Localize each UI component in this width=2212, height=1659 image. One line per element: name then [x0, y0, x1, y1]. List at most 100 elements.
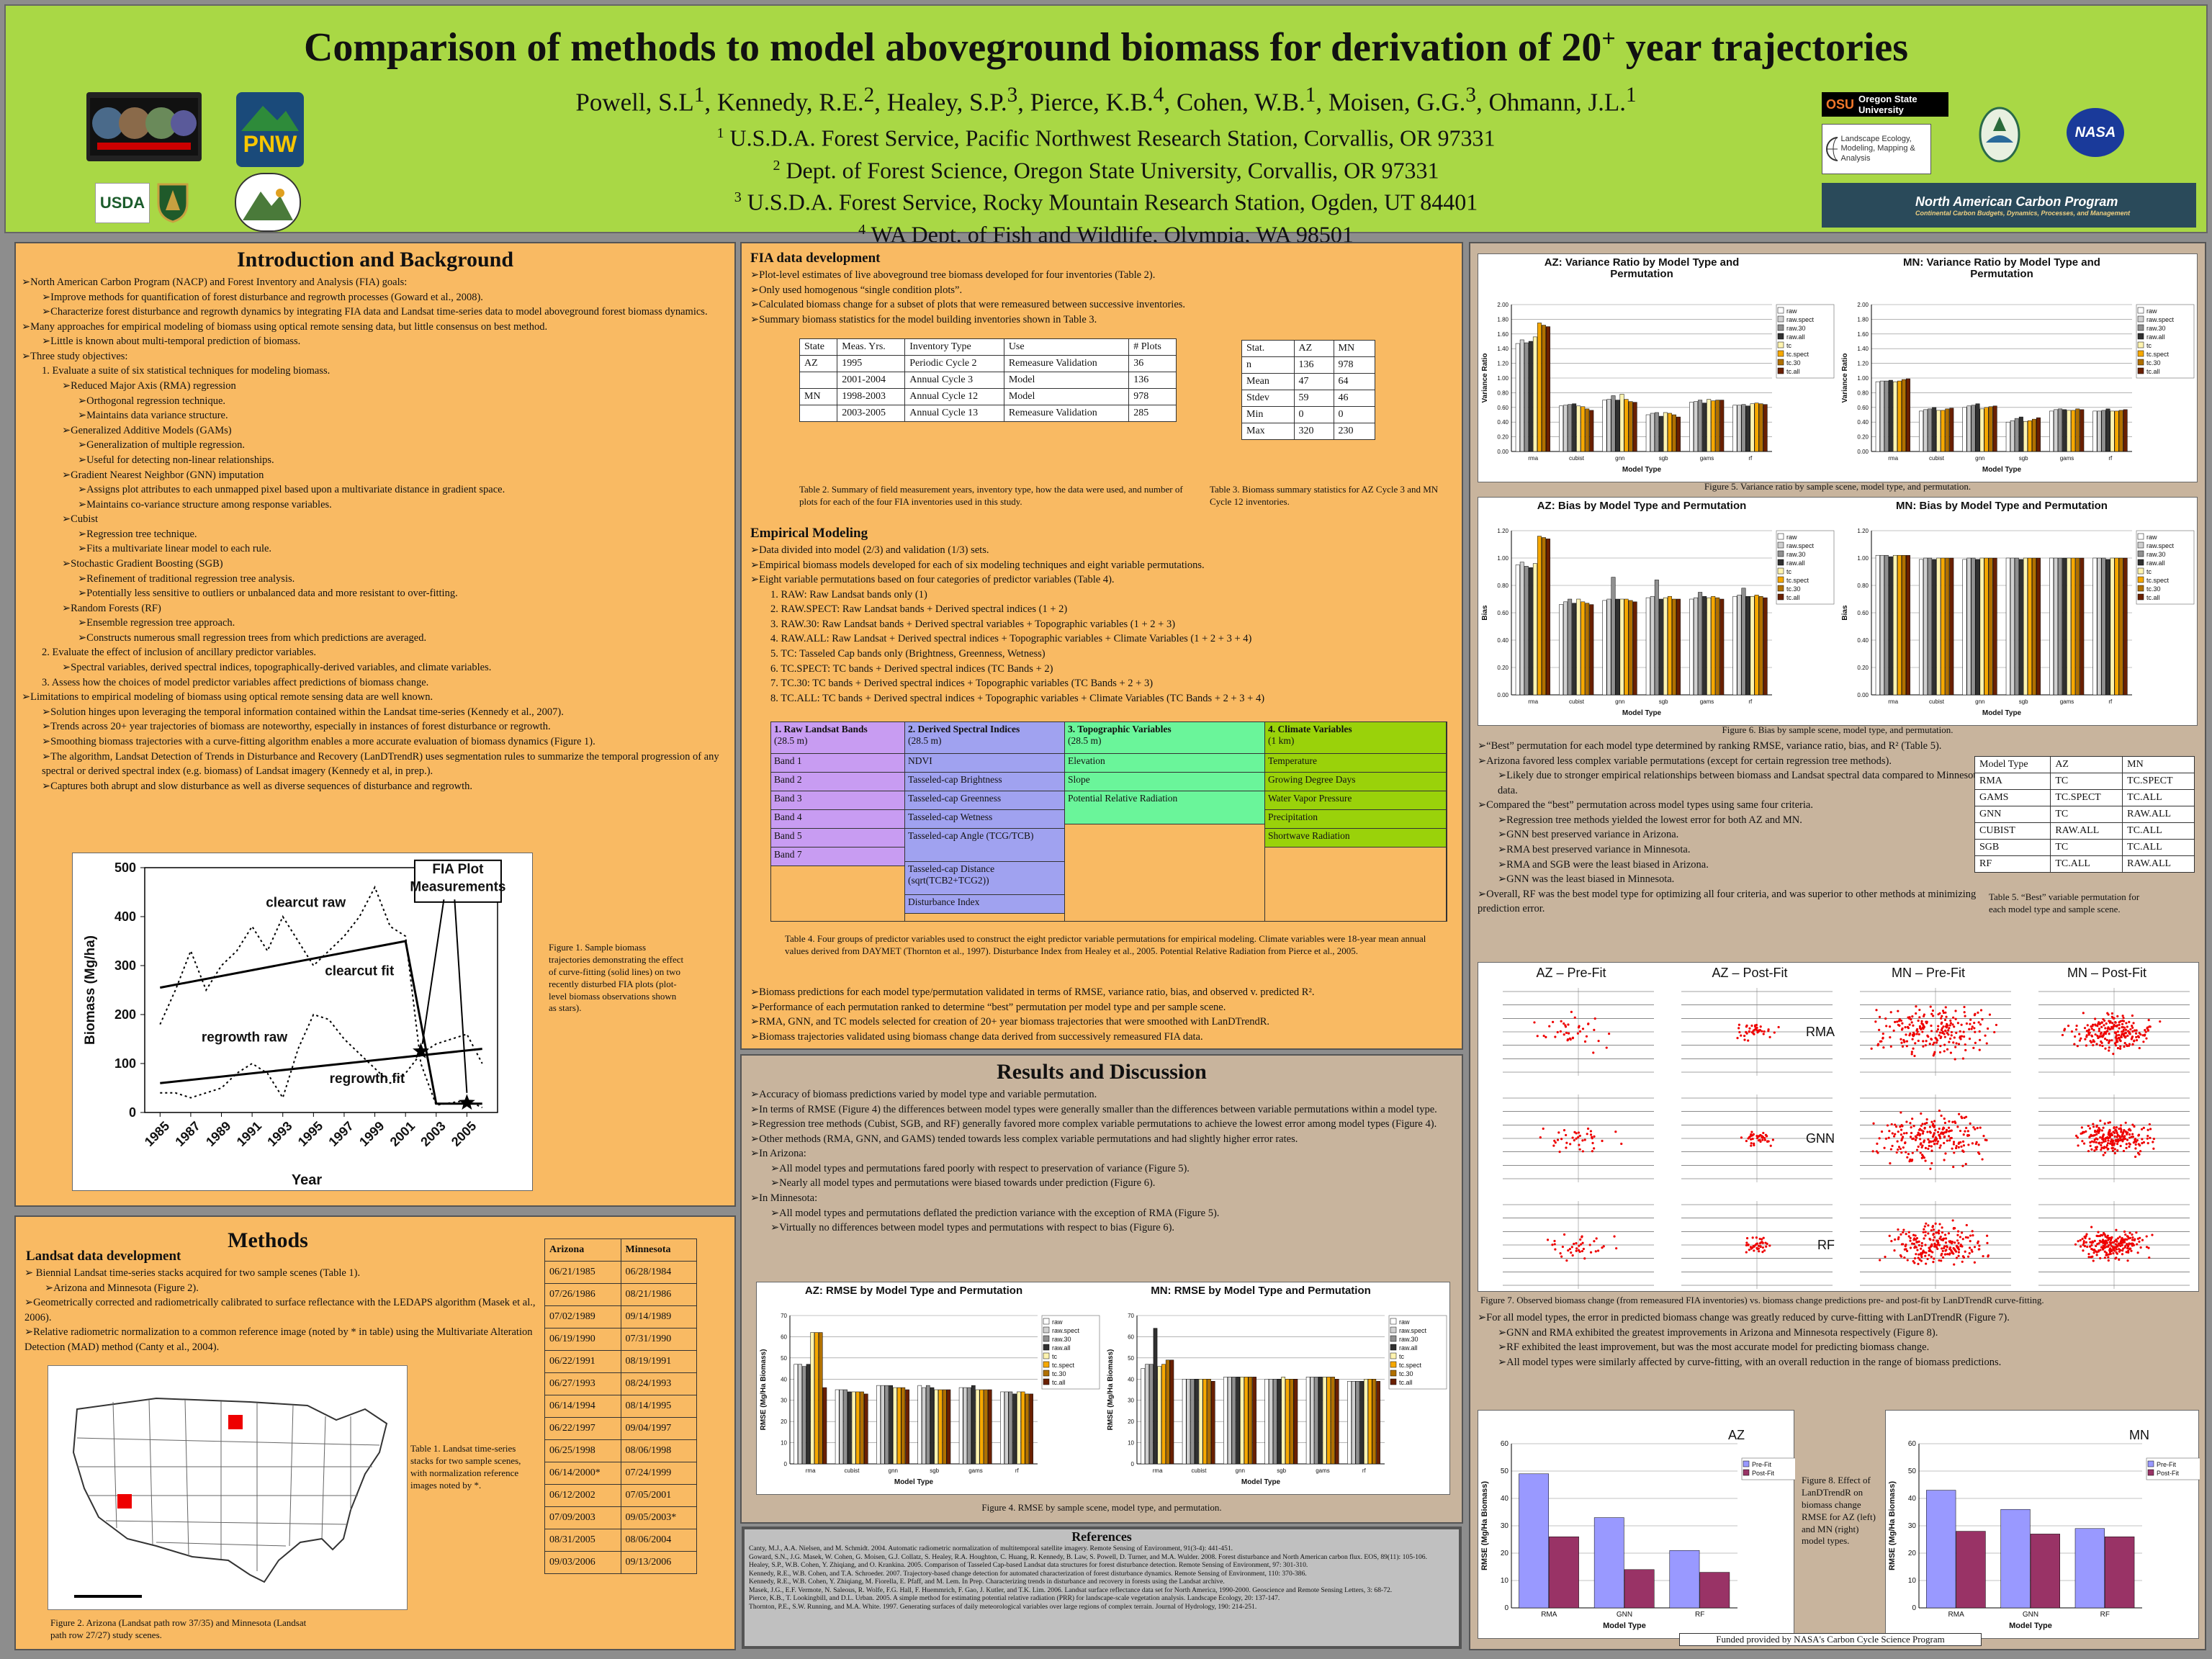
- bar: [1606, 399, 1611, 452]
- text-line: ➢Summary biomass statistics for the mode…: [750, 313, 1097, 325]
- y-axis-label: RMSE (Mg/Ha Biomass): [760, 1349, 768, 1431]
- scatter-point: [1941, 1238, 1944, 1241]
- scatter-point: [1936, 1142, 1938, 1145]
- scatter-point: [1553, 1139, 1556, 1142]
- scatter-point: [1963, 1035, 1966, 1038]
- text-line: ➢Improve methods for quantification of f…: [42, 291, 483, 303]
- scatter-point: [2126, 1025, 2128, 1028]
- scatter-point: [1957, 1146, 1960, 1148]
- intro-text: ➢North American Carbon Program (NACP) an…: [16, 272, 734, 793]
- table-4-cell: Precipitation: [1265, 810, 1446, 829]
- scatter-point: [2118, 1250, 2121, 1253]
- bar: [1593, 1517, 1624, 1609]
- scatter-point: [2090, 1226, 2093, 1228]
- text-line: ➢Many approaches for empirical modeling …: [22, 320, 548, 333]
- scatter-point: [2114, 1021, 2117, 1024]
- text-line: ➢In terms of RMSE (Figure 4) the differe…: [750, 1103, 1437, 1115]
- bar: [1519, 562, 1524, 696]
- scatter-point: [2097, 1231, 2100, 1233]
- legend-label: raw.30: [1399, 1336, 1419, 1343]
- x-tick-label: gnn: [889, 1467, 898, 1474]
- table-3-cell: Max: [1241, 423, 1295, 440]
- table-row: MN 1998-2003 Annual Cycle 12 Model 978: [799, 388, 1177, 405]
- bar: [1272, 1379, 1277, 1465]
- bar: [1624, 1569, 1655, 1609]
- scatter-point: [2078, 1039, 2082, 1042]
- legend-label: tc.all: [1786, 594, 1800, 601]
- scatter-point: [1938, 1223, 1941, 1226]
- scatter-point: [1973, 1261, 1976, 1264]
- scatter-point: [1924, 1254, 1927, 1257]
- scatter-point: [1907, 1235, 1910, 1238]
- y-tick-label: 1.00: [1497, 375, 1509, 382]
- scatter-point: [1930, 1145, 1933, 1148]
- bar: [1888, 556, 1893, 696]
- table-1-cell: 09/14/1989: [620, 1305, 697, 1328]
- scatter-point: [2110, 1133, 2113, 1136]
- scatter-point: [2082, 1012, 2085, 1015]
- scatter-point: [2140, 1128, 2144, 1130]
- scatter-point: [2074, 1243, 2077, 1246]
- table-row: GNN TC RAW.ALL: [1974, 806, 2195, 823]
- bar: [1667, 413, 1672, 452]
- scatter-point: [1969, 1122, 1972, 1125]
- scatter-point: [1974, 1041, 1977, 1044]
- scatter-point: [1570, 1246, 1573, 1249]
- legend-swatch: [1777, 324, 1784, 331]
- scatter-point: [1620, 1142, 1623, 1146]
- scatter-point: [1970, 1028, 1973, 1030]
- text-line: ➢Limitations to empirical modeling of bi…: [22, 691, 433, 703]
- text-line: ➢All model types were similarly affected…: [1498, 1356, 2002, 1368]
- scatter-point: [2159, 1020, 2162, 1023]
- scatter-point: [2105, 1236, 2108, 1239]
- scatter-point: [1914, 1042, 1917, 1045]
- scatter-point: [2090, 1247, 2093, 1251]
- text-line: ➢RMA and SGB were the least biased in Ar…: [1498, 858, 1709, 871]
- bar: [1676, 598, 1681, 696]
- legend-swatch: [1390, 1361, 1397, 1368]
- x-tick-label: 1991: [234, 1119, 264, 1149]
- scatter-point: [1933, 1142, 1936, 1146]
- scatter-point: [1579, 1243, 1583, 1246]
- scatter-point: [2095, 1234, 2098, 1238]
- bar: [1004, 1391, 1009, 1465]
- scatter-point: [2095, 1254, 2098, 1256]
- scatter-point: [1938, 1259, 1941, 1262]
- methods-panel: Methods Landsat data development ➢ Bienn…: [14, 1215, 736, 1650]
- scatter-point: [1917, 1033, 1920, 1036]
- bar: [1741, 588, 1746, 696]
- scatter-point: [1595, 1237, 1598, 1240]
- y-tick-label: 0.20: [1857, 665, 1869, 671]
- table-row: Mean 47 64: [1241, 373, 1375, 390]
- bar: [2110, 557, 2115, 696]
- scatter-point: [2127, 1251, 2130, 1254]
- bar: [896, 1387, 902, 1465]
- scatter-point: [2121, 1244, 2123, 1246]
- bar: [1966, 557, 1972, 696]
- figure-5-svg: AZ: Variance Ratio by Model Type andPerm…: [1481, 256, 2195, 474]
- bar: [1559, 604, 1564, 696]
- bar: [2074, 1528, 2105, 1609]
- scatter-point: [1964, 1043, 1966, 1046]
- scatter-point: [2118, 1027, 2121, 1030]
- fia-star-marker: [413, 1043, 429, 1058]
- scatter-point: [1953, 1263, 1956, 1266]
- scatter-point: [1876, 1044, 1879, 1047]
- scatter-point: [2121, 1134, 2123, 1137]
- scatter-point: [1554, 1141, 1557, 1144]
- scatter-point: [1978, 1038, 1982, 1041]
- scatter-point: [2067, 1025, 2070, 1028]
- scatter-point: [2129, 1247, 2132, 1250]
- scatter-point: [2061, 1033, 2064, 1037]
- text-line: ➢Biomass trajectories validated using bi…: [750, 1030, 1203, 1043]
- y-axis-label: RMSE (Mg/Ha Biomass): [1888, 1481, 1897, 1570]
- bar: [1157, 1366, 1162, 1465]
- table-row: 06/21/1985 06/28/1984: [544, 1261, 697, 1284]
- scatter-point: [2093, 1239, 2096, 1242]
- scatter-point: [1954, 1121, 1957, 1125]
- x-tick-label: rma: [1888, 455, 1898, 462]
- scatter-point: [2135, 1141, 2138, 1143]
- scatter-point: [2092, 1134, 2095, 1137]
- scatter-point: [1870, 1047, 1873, 1050]
- nacp-satellite-logo: [86, 92, 202, 161]
